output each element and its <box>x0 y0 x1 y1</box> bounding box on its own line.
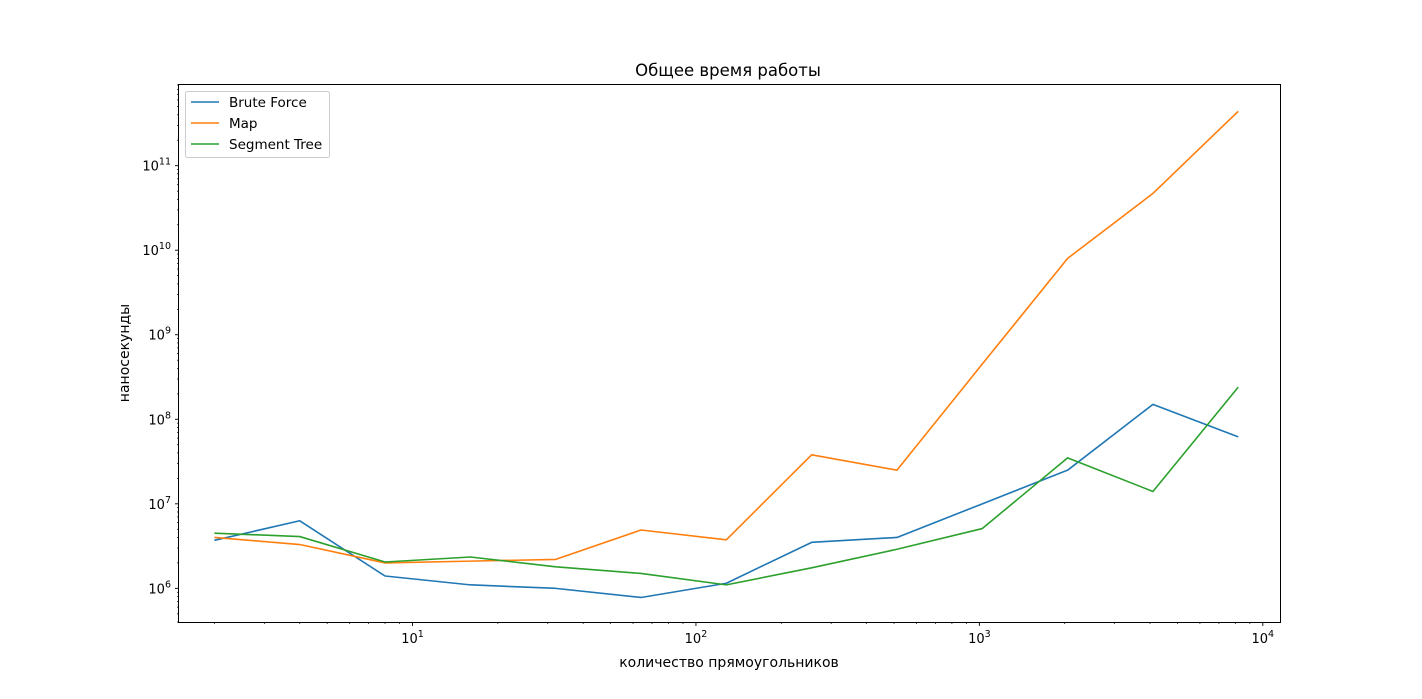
legend-frame <box>185 91 330 158</box>
series-line-1 <box>214 110 1239 564</box>
legend-label-0: Brute Force <box>229 95 307 111</box>
y-tick-label: 107 <box>148 495 171 513</box>
y-tick-label: 1010 <box>142 241 171 259</box>
x-axis-label: количество прямоугольников <box>619 655 839 671</box>
y-axis-label: наносекунды <box>117 304 133 402</box>
x-axis-ticks: 101 102 103 104 <box>214 622 1274 647</box>
series-layer <box>214 110 1239 599</box>
x-tick-label: 104 <box>1251 629 1274 647</box>
y-tick-label: 1011 <box>142 157 171 175</box>
x-tick-label: 103 <box>968 629 991 647</box>
legend-label-1: Map <box>229 116 258 132</box>
y-tick-label: 109 <box>148 326 171 344</box>
chart-title: Общее время работы <box>635 61 821 80</box>
plot-area-frame <box>178 84 1281 623</box>
series-line-2 <box>214 386 1239 586</box>
x-tick-label: 101 <box>401 629 424 647</box>
legend: Brute Force Map Segment Tree <box>185 91 330 158</box>
y-tick-label: 106 <box>148 579 171 597</box>
x-tick-label: 102 <box>685 629 708 647</box>
series-line-0 <box>214 403 1239 599</box>
legend-label-2: Segment Tree <box>229 137 322 153</box>
y-axis-ticks: 106 107 108 109 1010 1011 <box>142 84 179 623</box>
y-tick-label: 108 <box>148 410 171 428</box>
